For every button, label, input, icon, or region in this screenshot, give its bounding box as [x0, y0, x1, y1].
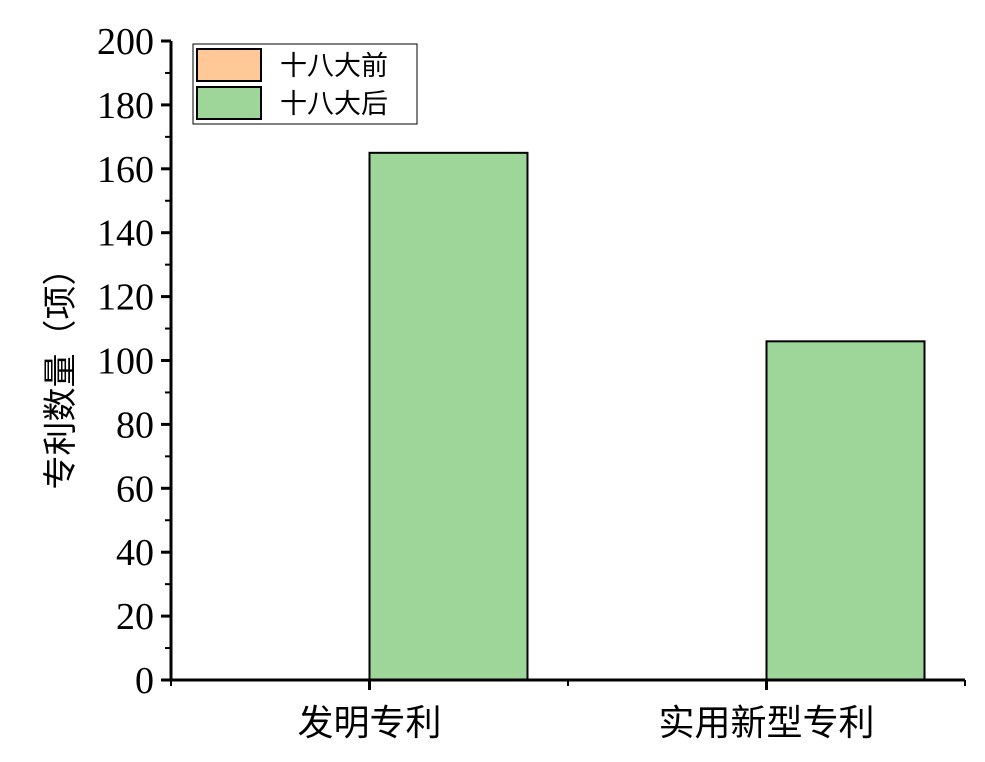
- y-tick-label: 20: [116, 596, 154, 638]
- y-tick-label: 40: [116, 532, 154, 574]
- legend-label: 十八大前: [280, 51, 388, 82]
- y-axis-title: 专利数量（项）: [41, 252, 81, 490]
- legend-swatch: [196, 86, 262, 120]
- y-tick-label: 100: [97, 341, 154, 383]
- y-tick-label: 120: [97, 277, 154, 319]
- bar: [368, 151, 529, 681]
- y-tick-label: 60: [116, 468, 154, 510]
- x-tick-label: 发明专利: [297, 703, 441, 744]
- x-tick-label: 实用新型专利: [658, 703, 874, 744]
- y-axis: 0 20 40 60 80 100 120 140 160 180 200: [97, 21, 173, 702]
- y-tick-label: 200: [97, 21, 154, 63]
- y-tick-label: 80: [116, 404, 154, 446]
- y-tick-label: 0: [135, 660, 154, 702]
- legend-label: 十八大后: [280, 89, 388, 120]
- y-tick-label: 180: [97, 85, 154, 127]
- bar: [765, 340, 926, 681]
- y-tick-label: 160: [97, 149, 154, 191]
- plot-area: [368, 151, 926, 681]
- x-axis: 发明专利 实用新型专利: [170, 678, 966, 744]
- y-tick-label: 140: [97, 213, 154, 255]
- legend-swatch: [196, 48, 262, 82]
